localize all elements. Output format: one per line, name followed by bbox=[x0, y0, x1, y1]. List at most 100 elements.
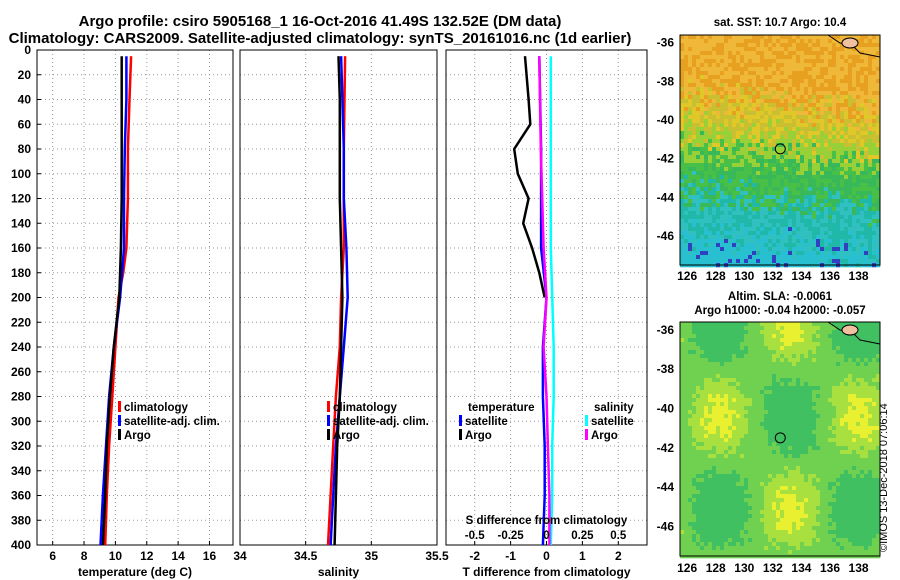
map-cell bbox=[844, 442, 849, 447]
map-cell bbox=[712, 119, 717, 124]
map-cell bbox=[764, 378, 769, 383]
map-cell bbox=[792, 135, 797, 140]
map-cell bbox=[768, 155, 773, 160]
map-cell bbox=[768, 378, 773, 383]
map-cell bbox=[736, 103, 741, 108]
map-cell bbox=[820, 410, 825, 415]
map-cell bbox=[800, 239, 805, 244]
map-cell bbox=[820, 83, 825, 88]
map-cell bbox=[820, 243, 825, 248]
map-cell bbox=[756, 410, 761, 415]
map-cell bbox=[828, 378, 833, 383]
map-cell bbox=[740, 386, 745, 391]
map-cell bbox=[844, 167, 849, 172]
map-cell bbox=[816, 35, 821, 40]
map-cell bbox=[808, 135, 813, 140]
map-cell bbox=[816, 135, 821, 140]
map-cell bbox=[800, 51, 805, 56]
map-cell bbox=[824, 326, 829, 331]
map-cell bbox=[712, 462, 717, 467]
map-cell bbox=[828, 79, 833, 84]
map-cell bbox=[840, 239, 845, 244]
map-cell bbox=[692, 374, 697, 379]
map-cell bbox=[684, 259, 689, 264]
map-cell bbox=[704, 199, 709, 204]
map-cell bbox=[812, 354, 817, 359]
map-cell bbox=[712, 63, 717, 68]
map-cell bbox=[812, 151, 817, 156]
map-cell bbox=[696, 231, 701, 236]
map-cell bbox=[768, 151, 773, 156]
map-cell bbox=[812, 147, 817, 152]
map-cell bbox=[752, 362, 757, 367]
map-cell bbox=[756, 366, 761, 371]
map-cell bbox=[772, 143, 777, 148]
map-cell bbox=[724, 119, 729, 124]
map-cell bbox=[728, 386, 733, 391]
map-cell bbox=[752, 462, 757, 467]
map-cell bbox=[744, 362, 749, 367]
map-cell bbox=[836, 422, 841, 427]
map-cell bbox=[836, 91, 841, 96]
map-cell bbox=[844, 163, 849, 168]
map-cell bbox=[816, 458, 821, 463]
map-cell bbox=[732, 191, 737, 196]
map-cell bbox=[800, 99, 805, 104]
map-cell bbox=[708, 55, 713, 60]
map-cell bbox=[748, 338, 753, 343]
map-cell bbox=[860, 55, 865, 60]
map-cell bbox=[856, 171, 861, 176]
map-cell bbox=[736, 398, 741, 403]
map-cell bbox=[816, 107, 821, 112]
map-cell bbox=[680, 438, 685, 443]
map-cell bbox=[848, 434, 853, 439]
map-cell bbox=[712, 55, 717, 60]
map-cell bbox=[752, 227, 757, 232]
map-cell bbox=[824, 179, 829, 184]
map-cell bbox=[832, 203, 837, 208]
map-cell bbox=[824, 111, 829, 116]
map-cell bbox=[776, 414, 781, 419]
map-cell bbox=[840, 35, 845, 40]
map-cell bbox=[740, 207, 745, 212]
map-cell bbox=[740, 131, 745, 136]
map-cell bbox=[832, 358, 837, 363]
map-cell bbox=[720, 203, 725, 208]
map-cell bbox=[692, 259, 697, 264]
map-cell bbox=[816, 358, 821, 363]
x-tick-label: 8 bbox=[81, 549, 88, 563]
map-cell bbox=[780, 63, 785, 68]
map-cell bbox=[752, 223, 757, 228]
map-cell bbox=[712, 163, 717, 168]
map-cell bbox=[788, 63, 793, 68]
map-cell bbox=[836, 167, 841, 172]
map-cell bbox=[764, 131, 769, 136]
map-cell bbox=[752, 338, 757, 343]
map-cell bbox=[728, 183, 733, 188]
map-cell bbox=[696, 147, 701, 152]
map-cell bbox=[732, 155, 737, 160]
map-cell bbox=[828, 63, 833, 68]
map-cell bbox=[816, 410, 821, 415]
map-cell bbox=[764, 103, 769, 108]
map-cell bbox=[740, 143, 745, 148]
map-cell bbox=[684, 91, 689, 96]
map-cell bbox=[848, 123, 853, 128]
map-cell bbox=[752, 470, 757, 475]
map-cell bbox=[728, 366, 733, 371]
map-cell bbox=[856, 55, 861, 60]
map-cell bbox=[764, 414, 769, 419]
map-cell bbox=[860, 75, 865, 80]
map-cell bbox=[856, 255, 861, 260]
y-tick-label: 60 bbox=[18, 117, 32, 131]
map-cell bbox=[748, 414, 753, 419]
map-cell bbox=[688, 255, 693, 260]
map-cell bbox=[700, 179, 705, 184]
map-cell bbox=[712, 346, 717, 351]
map-cell bbox=[704, 47, 709, 52]
map-cell bbox=[752, 79, 757, 84]
map-cell bbox=[784, 39, 789, 44]
map-cell bbox=[708, 398, 713, 403]
map-cell bbox=[792, 426, 797, 431]
map-cell bbox=[684, 231, 689, 236]
